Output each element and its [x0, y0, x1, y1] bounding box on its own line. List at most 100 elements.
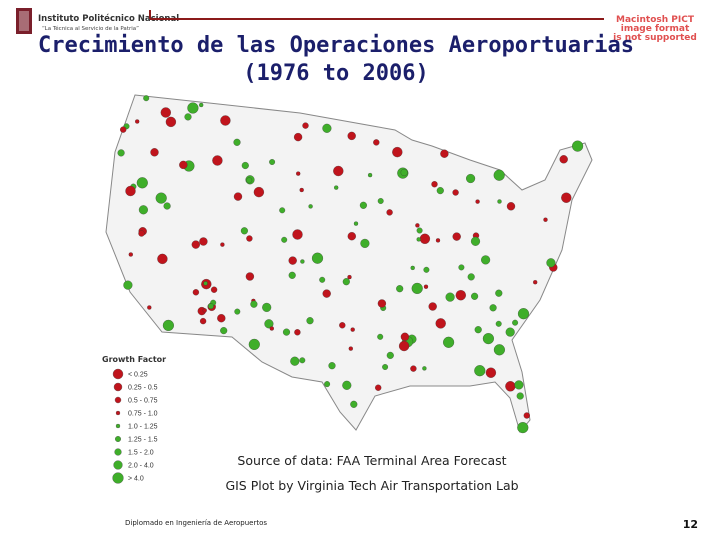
- airport-dot: [155, 192, 167, 204]
- airport-dot: [288, 271, 296, 279]
- legend-swatch: [114, 448, 122, 456]
- airport-dot: [123, 280, 133, 290]
- airport-dot: [474, 326, 482, 334]
- airport-dot: [302, 122, 309, 129]
- airport-dot: [199, 237, 208, 246]
- airport-dot: [339, 322, 346, 329]
- airport-dot: [497, 199, 502, 204]
- airport-dot: [493, 344, 505, 356]
- airport-dot: [324, 381, 331, 388]
- legend-swatch: [113, 382, 123, 392]
- airport-dot: [162, 319, 174, 331]
- footer-course: Diplomado en Ingeniería de Aeropuertos: [125, 519, 267, 527]
- subtitle: (1976 to 2006): [243, 61, 428, 86]
- airport-dot: [505, 327, 515, 337]
- airport-dot: [386, 209, 393, 216]
- airport-dot: [410, 265, 415, 271]
- airport-dot: [543, 217, 548, 222]
- airport-dot: [319, 276, 326, 283]
- motto: “La Técnica al Servicio de la Patria”: [42, 25, 139, 32]
- airport-dot: [191, 240, 200, 249]
- airport-dot: [400, 332, 410, 341]
- airport-dot: [467, 273, 475, 281]
- airport-dot: [290, 356, 300, 366]
- airport-dot: [411, 282, 423, 294]
- airport-dot: [342, 278, 350, 286]
- airport-dot: [452, 232, 461, 241]
- airport-dot: [308, 204, 313, 209]
- airport-dot: [517, 422, 529, 434]
- airport-dot: [292, 229, 303, 240]
- airport-dot: [135, 119, 140, 124]
- airport-dot: [264, 319, 274, 329]
- legend-swatch: [113, 460, 123, 470]
- airport-dot: [220, 115, 231, 126]
- airport-dot: [328, 362, 336, 370]
- airport-dot: [138, 205, 148, 215]
- airport-dot: [373, 139, 380, 146]
- airport-dot: [392, 146, 403, 158]
- airport-dot: [143, 95, 150, 102]
- airport-dot: [147, 305, 152, 310]
- airport-dot: [572, 140, 584, 152]
- airport-dot: [117, 149, 125, 157]
- airport-dot: [241, 161, 249, 170]
- institution: Instituto Politécnico Nacional: [38, 13, 179, 24]
- airport-dot: [125, 185, 136, 197]
- airport-dot: [311, 252, 324, 264]
- airport-dot: [386, 351, 394, 359]
- airport-dot: [269, 159, 276, 165]
- airport-dot: [184, 113, 192, 121]
- airport-dot: [452, 189, 459, 196]
- airport-dot: [475, 199, 480, 204]
- airport-dot: [423, 284, 429, 289]
- airport-dot: [416, 227, 423, 234]
- airport-dot: [136, 177, 148, 189]
- airport-dot: [514, 380, 524, 390]
- airport-dot: [212, 155, 223, 166]
- airport-dot: [435, 318, 446, 329]
- airport-dot: [440, 149, 449, 158]
- airport-dot: [347, 274, 352, 280]
- airport-dot: [120, 126, 127, 133]
- airport-dot: [293, 132, 303, 142]
- airport-dot: [240, 227, 248, 235]
- placeholder-text: image format: [621, 24, 690, 34]
- airport-dot: [262, 302, 272, 312]
- airport-dot: [203, 281, 208, 286]
- airport-dot: [348, 346, 353, 351]
- airport-dot: [377, 299, 387, 308]
- airport-dot: [485, 367, 497, 378]
- airport-dot: [160, 107, 171, 118]
- airport-dot: [163, 202, 171, 210]
- airport-dot: [253, 186, 265, 198]
- airport-dot: [435, 238, 441, 243]
- airport-dot: [202, 308, 207, 313]
- airport-dot: [523, 412, 530, 419]
- legend: < 0.25 0.25 - 0.5 0.5 - 0.75 0.75 - 1.0 1.0 …: [112, 368, 158, 484]
- airport-dot: [445, 292, 455, 302]
- airport-dot: [377, 333, 384, 340]
- airport-dot: [269, 326, 274, 331]
- airport-dot: [505, 381, 516, 392]
- airport-dot: [353, 221, 359, 226]
- airport-dot: [398, 340, 410, 352]
- airport-dot: [150, 148, 159, 157]
- airport-dot: [220, 242, 225, 247]
- airport-dot: [474, 365, 486, 377]
- title: Crecimiento de las Operaciones Aeroportu…: [38, 33, 634, 58]
- legend-label: 0.25 - 0.5: [128, 385, 158, 392]
- airport-dot: [481, 255, 491, 265]
- airport-dot: [296, 171, 301, 176]
- legend-swatch: [115, 423, 121, 429]
- airport-dot: [245, 272, 255, 281]
- airport-dot: [179, 160, 188, 170]
- source-text: Source of data: FAA Terminal Area Foreca…: [237, 453, 506, 468]
- airport-dot: [470, 236, 481, 246]
- legend-swatch: [112, 368, 124, 380]
- airport-dot: [246, 235, 253, 242]
- airport-dot: [199, 317, 207, 325]
- airport-dot: [410, 365, 417, 372]
- airport-dot: [517, 308, 530, 320]
